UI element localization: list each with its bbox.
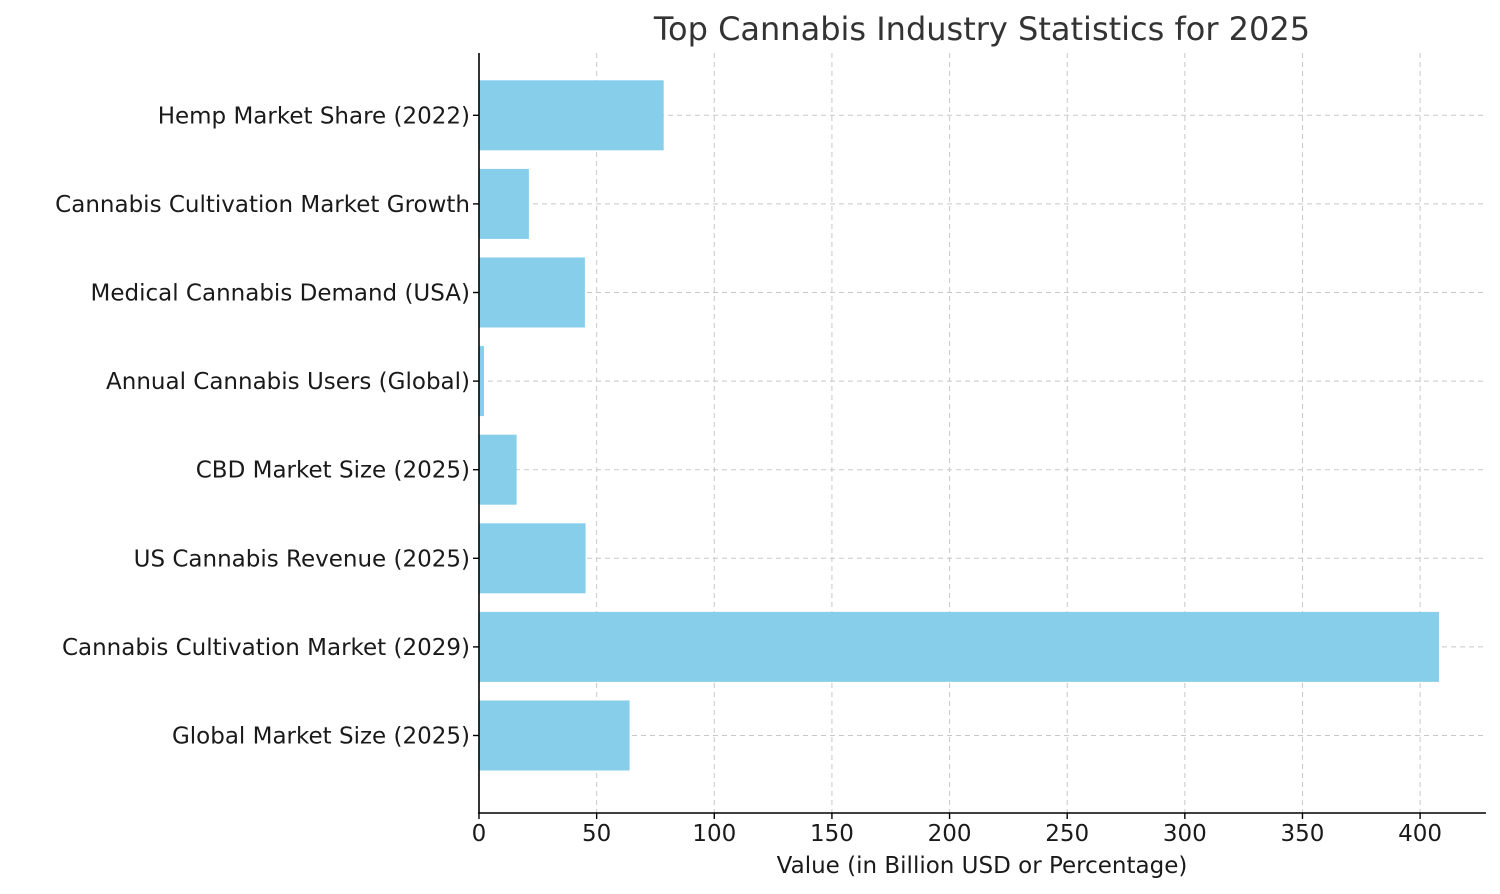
category-label: Annual Cannabis Users (Global) — [106, 369, 470, 395]
x-tick-label: 150 — [810, 821, 854, 847]
bar — [479, 434, 517, 505]
x-tick-label: 300 — [1163, 821, 1207, 847]
category-labels: Global Market Size (2025) Cannabis Cultiv… — [55, 103, 470, 749]
x-tick-label: 200 — [928, 821, 972, 847]
chart-title: Top Cannabis Industry Statistics for 202… — [653, 10, 1310, 48]
bar — [479, 523, 586, 594]
x-tick-label: 350 — [1281, 821, 1325, 847]
x-axis-label: Value (in Billion USD or Percentage) — [777, 853, 1188, 879]
bar — [479, 346, 484, 417]
bar — [479, 168, 529, 239]
category-label: CBD Market Size (2025) — [196, 458, 470, 484]
bar — [479, 700, 630, 771]
x-tick-label: 400 — [1398, 821, 1442, 847]
category-label: US Cannabis Revenue (2025) — [134, 546, 470, 572]
x-tick-labels: 0 50 100 150 200 250 300 350 400 — [472, 821, 1442, 847]
category-label: Cannabis Cultivation Market (2029) — [62, 635, 470, 661]
grid — [479, 53, 1486, 813]
bar — [479, 611, 1439, 682]
bar — [479, 257, 585, 328]
x-tick-label: 50 — [582, 821, 611, 847]
category-label: Hemp Market Share (2022) — [158, 103, 470, 129]
category-label: Cannabis Cultivation Market Growth — [55, 192, 470, 218]
bar — [479, 80, 664, 151]
axes — [473, 53, 1486, 819]
category-label: Medical Cannabis Demand (USA) — [91, 281, 471, 307]
bars — [479, 80, 1439, 771]
x-tick-label: 250 — [1045, 821, 1089, 847]
category-label: Global Market Size (2025) — [172, 724, 470, 750]
x-tick-label: 100 — [692, 821, 736, 847]
x-tick-label: 0 — [472, 821, 487, 847]
